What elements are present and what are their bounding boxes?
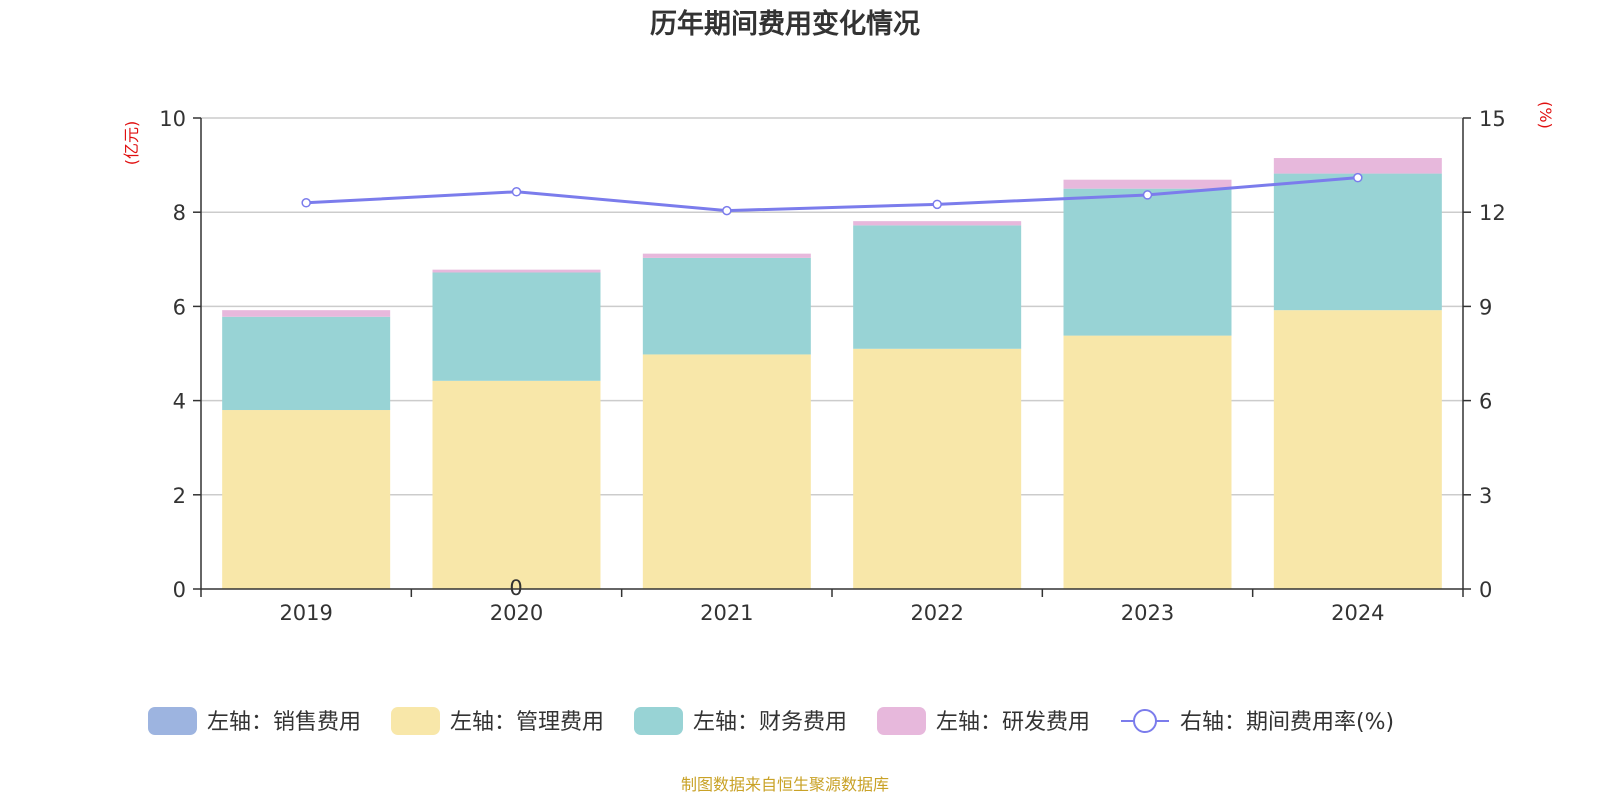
right-tick-label: 0 — [1479, 578, 1492, 602]
bar-segment — [1273, 310, 1442, 589]
rate-point — [722, 205, 732, 216]
legend-label: 右轴：期间费用率(%) — [1180, 710, 1394, 735]
chart-title: 历年期间费用变化情况 — [650, 8, 920, 40]
x-tick-label: 2019 — [279, 601, 332, 625]
left-tick-label: 2 — [173, 484, 186, 508]
x-tick-label: 2022 — [910, 601, 963, 625]
grid — [201, 117, 1463, 496]
tick-labels: 0 2 4 6 8 10 0 3 6 9 12 15 2019 2020 2021 2022 2023 2024 — [159, 107, 1505, 625]
bar-segment — [222, 310, 391, 317]
legend-label: 左轴：财务费用 — [693, 710, 847, 735]
legend-swatch — [148, 707, 197, 735]
rate-point — [301, 198, 311, 208]
bar-segment — [222, 316, 391, 411]
left-axis-unit: (亿元) — [122, 121, 141, 166]
data-source: 制图数据来自恒生聚源数据库 — [681, 775, 889, 794]
bar-segment — [853, 348, 1022, 589]
rate-point — [511, 187, 522, 197]
legend-label: 左轴：销售费用 — [207, 710, 361, 735]
left-tick-label: 8 — [173, 201, 186, 225]
bar-segment — [642, 253, 811, 258]
bars — [222, 158, 1442, 589]
bar-segment — [1063, 188, 1232, 336]
right-tick-label: 15 — [1479, 107, 1506, 131]
stray-label: 0 — [509, 576, 522, 600]
bar-segment — [853, 225, 1022, 349]
x-tick-label: 2020 — [490, 601, 543, 625]
left-tick-label: 10 — [159, 107, 186, 131]
left-tick-label: 4 — [173, 390, 186, 414]
rate-point — [932, 199, 942, 210]
x-tick-label: 2023 — [1121, 601, 1174, 625]
axes — [193, 117, 1471, 597]
bar-segment — [642, 354, 811, 589]
rate-point — [1142, 190, 1153, 200]
rate-line — [301, 172, 1363, 216]
left-tick-label: 0 — [173, 578, 186, 602]
bar-segment — [432, 269, 601, 273]
bar-segment — [1063, 335, 1232, 589]
x-tick-label: 2024 — [1331, 601, 1384, 625]
rate-point — [1353, 172, 1363, 183]
bar-segment — [432, 380, 601, 589]
bar-segment — [642, 257, 811, 355]
bar-segment — [1273, 158, 1442, 174]
legend-marker — [1133, 709, 1157, 733]
x-tick-label: 2021 — [700, 601, 753, 625]
bar-segment — [432, 272, 601, 381]
right-axis-unit: (%) — [1536, 101, 1555, 129]
legend: 左轴：销售费用 左轴：管理费用 左轴：财务费用 左轴：研发费用 右轴：期间费用率(%) — [148, 707, 1394, 735]
right-tick-label: 3 — [1479, 484, 1492, 508]
legend-swatch — [877, 707, 926, 735]
legend-swatch — [391, 707, 440, 735]
left-tick-label: 6 — [173, 295, 186, 319]
rate-line-path — [306, 176, 1358, 213]
right-tick-label: 6 — [1479, 390, 1492, 414]
bar-segment — [1273, 173, 1442, 311]
legend-label: 左轴：管理费用 — [450, 710, 604, 735]
legend-label: 左轴：研发费用 — [936, 710, 1090, 735]
bar-segment — [222, 410, 391, 589]
bar-segment — [853, 221, 1022, 226]
right-tick-label: 9 — [1479, 295, 1492, 319]
legend-swatch — [634, 707, 683, 735]
right-tick-label: 12 — [1479, 201, 1506, 225]
bar-segment — [1063, 179, 1232, 189]
